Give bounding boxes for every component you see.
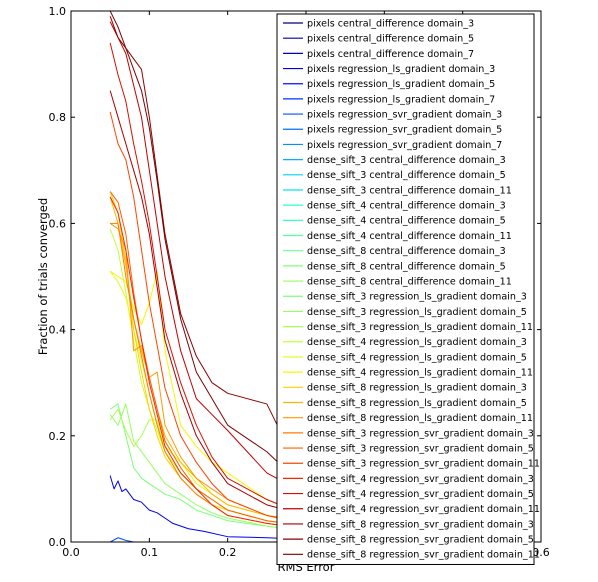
legend-label: pixels central_difference domain_3 bbox=[307, 18, 474, 29]
legend-label: dense_sift_3 regression_svr_gradient dom… bbox=[307, 428, 534, 439]
legend-item: pixels central_difference domain_3 bbox=[283, 18, 474, 29]
legend-item: dense_sift_4 central_difference domain_5 bbox=[283, 216, 506, 227]
legend-item: dense_sift_3 regression_ls_gradient doma… bbox=[283, 307, 527, 318]
legend-label: dense_sift_8 regression_svr_gradient dom… bbox=[307, 519, 534, 530]
legend-label: dense_sift_3 regression_ls_gradient doma… bbox=[307, 292, 527, 303]
legend-label: dense_sift_3 regression_ls_gradient doma… bbox=[307, 322, 533, 333]
legend-label: dense_sift_3 regression_ls_gradient doma… bbox=[307, 307, 527, 318]
legend-label: pixels central_difference domain_7 bbox=[307, 49, 474, 60]
legend-label: dense_sift_4 regression_ls_gradient doma… bbox=[307, 352, 527, 363]
legend-item: dense_sift_3 regression_ls_gradient doma… bbox=[283, 322, 533, 333]
legend-label: dense_sift_3 central_difference domain_5 bbox=[307, 170, 506, 181]
legend-item: dense_sift_3 central_difference domain_5 bbox=[283, 170, 506, 181]
legend-label: dense_sift_8 central_difference domain_5 bbox=[307, 261, 506, 272]
legend-item: dense_sift_8 regression_svr_gradient dom… bbox=[283, 535, 534, 546]
legend-item: pixels regression_svr_gradient domain_3 bbox=[283, 109, 502, 120]
legend-label: dense_sift_3 central_difference domain_1… bbox=[307, 185, 512, 196]
legend-item: dense_sift_8 regression_ls_gradient doma… bbox=[283, 383, 527, 394]
legend: pixels central_difference domain_3pixels… bbox=[276, 13, 540, 565]
legend-item: dense_sift_8 central_difference domain_5 bbox=[283, 261, 506, 272]
legend-item: pixels regression_ls_gradient domain_5 bbox=[283, 79, 495, 90]
legend-label: dense_sift_4 regression_svr_gradient dom… bbox=[307, 504, 540, 515]
legend-label: dense_sift_8 regression_ls_gradient doma… bbox=[307, 413, 533, 424]
x-tick-label: 0.1 bbox=[141, 546, 159, 559]
legend-item: pixels regression_svr_gradient domain_5 bbox=[283, 125, 502, 136]
legend-item: dense_sift_3 central_difference domain_1… bbox=[283, 185, 512, 196]
legend-label: dense_sift_4 regression_ls_gradient doma… bbox=[307, 368, 533, 379]
legend-item: dense_sift_3 regression_ls_gradient doma… bbox=[283, 292, 527, 303]
legend-item: dense_sift_8 regression_svr_gradient dom… bbox=[283, 550, 540, 561]
legend-item: dense_sift_8 regression_svr_gradient dom… bbox=[283, 519, 534, 530]
legend-label: pixels regression_ls_gradient domain_5 bbox=[307, 79, 495, 90]
y-tick-label: 0.8 bbox=[49, 111, 67, 124]
legend-label: dense_sift_4 central_difference domain_1… bbox=[307, 231, 512, 242]
legend-label: dense_sift_8 regression_svr_gradient dom… bbox=[307, 550, 540, 561]
legend-item: dense_sift_4 regression_ls_gradient doma… bbox=[283, 368, 533, 379]
x-tick-label: 0.2 bbox=[219, 546, 237, 559]
legend-label: dense_sift_4 central_difference domain_3 bbox=[307, 201, 506, 212]
legend-label: dense_sift_3 regression_svr_gradient dom… bbox=[307, 459, 540, 470]
legend-item: pixels regression_svr_gradient domain_7 bbox=[283, 140, 502, 151]
legend-item: dense_sift_3 regression_svr_gradient dom… bbox=[283, 459, 540, 470]
legend-label: pixels regression_svr_gradient domain_7 bbox=[307, 140, 502, 151]
legend-item: dense_sift_4 central_difference domain_3 bbox=[283, 201, 506, 212]
legend-label: pixels regression_ls_gradient domain_3 bbox=[307, 64, 495, 75]
legend-label: dense_sift_8 regression_svr_gradient dom… bbox=[307, 535, 534, 546]
x-tick-label: 0.0 bbox=[62, 546, 80, 559]
legend-item: dense_sift_8 central_difference domain_1… bbox=[283, 276, 512, 287]
legend-item: dense_sift_8 regression_ls_gradient doma… bbox=[283, 413, 533, 424]
legend-label: pixels central_difference domain_5 bbox=[307, 34, 474, 45]
x-tick-label: 0.6 bbox=[532, 546, 550, 559]
legend-label: dense_sift_8 regression_ls_gradient doma… bbox=[307, 398, 527, 409]
legend-label: dense_sift_8 central_difference domain_3 bbox=[307, 246, 506, 257]
legend-item: dense_sift_3 regression_svr_gradient dom… bbox=[283, 428, 534, 439]
legend-label: dense_sift_8 central_difference domain_1… bbox=[307, 276, 512, 287]
legend-label: dense_sift_3 central_difference domain_3 bbox=[307, 155, 506, 166]
legend-label: dense_sift_4 regression_svr_gradient dom… bbox=[307, 474, 534, 485]
legend-label: dense_sift_4 regression_svr_gradient dom… bbox=[307, 489, 534, 500]
legend-label: dense_sift_4 regression_ls_gradient doma… bbox=[307, 337, 527, 348]
y-tick-label: 0.4 bbox=[49, 324, 67, 337]
legend-label: dense_sift_8 regression_ls_gradient doma… bbox=[307, 383, 527, 394]
legend-item: pixels central_difference domain_7 bbox=[283, 49, 474, 60]
legend-label: pixels regression_svr_gradient domain_3 bbox=[307, 109, 502, 120]
legend-item: dense_sift_8 regression_ls_gradient doma… bbox=[283, 398, 527, 409]
y-axis: 0.0 0.2 0.4 0.6 0.8 1.0 bbox=[49, 5, 541, 549]
y-axis-label: Fraction of trials converged bbox=[36, 198, 50, 355]
legend-item: dense_sift_4 regression_svr_gradient dom… bbox=[283, 489, 534, 500]
y-tick-label: 0.0 bbox=[49, 536, 67, 549]
legend-item: dense_sift_4 regression_svr_gradient dom… bbox=[283, 474, 534, 485]
y-tick-label: 1.0 bbox=[49, 5, 67, 18]
series-line-4 bbox=[109, 475, 502, 543]
legend-item: dense_sift_3 regression_svr_gradient dom… bbox=[283, 443, 534, 454]
legend-item: dense_sift_4 central_difference domain_1… bbox=[283, 231, 512, 242]
legend-item: dense_sift_3 central_difference domain_3 bbox=[283, 155, 506, 166]
legend-item: dense_sift_4 regression_svr_gradient dom… bbox=[283, 504, 540, 515]
legend-item: dense_sift_4 regression_ls_gradient doma… bbox=[283, 337, 527, 348]
legend-item: pixels regression_ls_gradient domain_3 bbox=[283, 64, 495, 75]
legend-item: pixels central_difference domain_5 bbox=[283, 34, 474, 45]
legend-item: pixels regression_ls_gradient domain_7 bbox=[283, 94, 495, 105]
y-tick-label: 0.6 bbox=[49, 217, 67, 230]
legend-box bbox=[276, 13, 535, 565]
legend-label: dense_sift_4 central_difference domain_5 bbox=[307, 216, 506, 227]
legend-label: pixels regression_ls_gradient domain_7 bbox=[307, 94, 495, 105]
legend-label: pixels regression_svr_gradient domain_5 bbox=[307, 125, 502, 136]
legend-item: dense_sift_8 central_difference domain_3 bbox=[283, 246, 506, 257]
y-tick-label: 0.2 bbox=[49, 430, 67, 443]
legend-item: dense_sift_4 regression_ls_gradient doma… bbox=[283, 352, 527, 363]
legend-label: dense_sift_3 regression_svr_gradient dom… bbox=[307, 443, 534, 454]
